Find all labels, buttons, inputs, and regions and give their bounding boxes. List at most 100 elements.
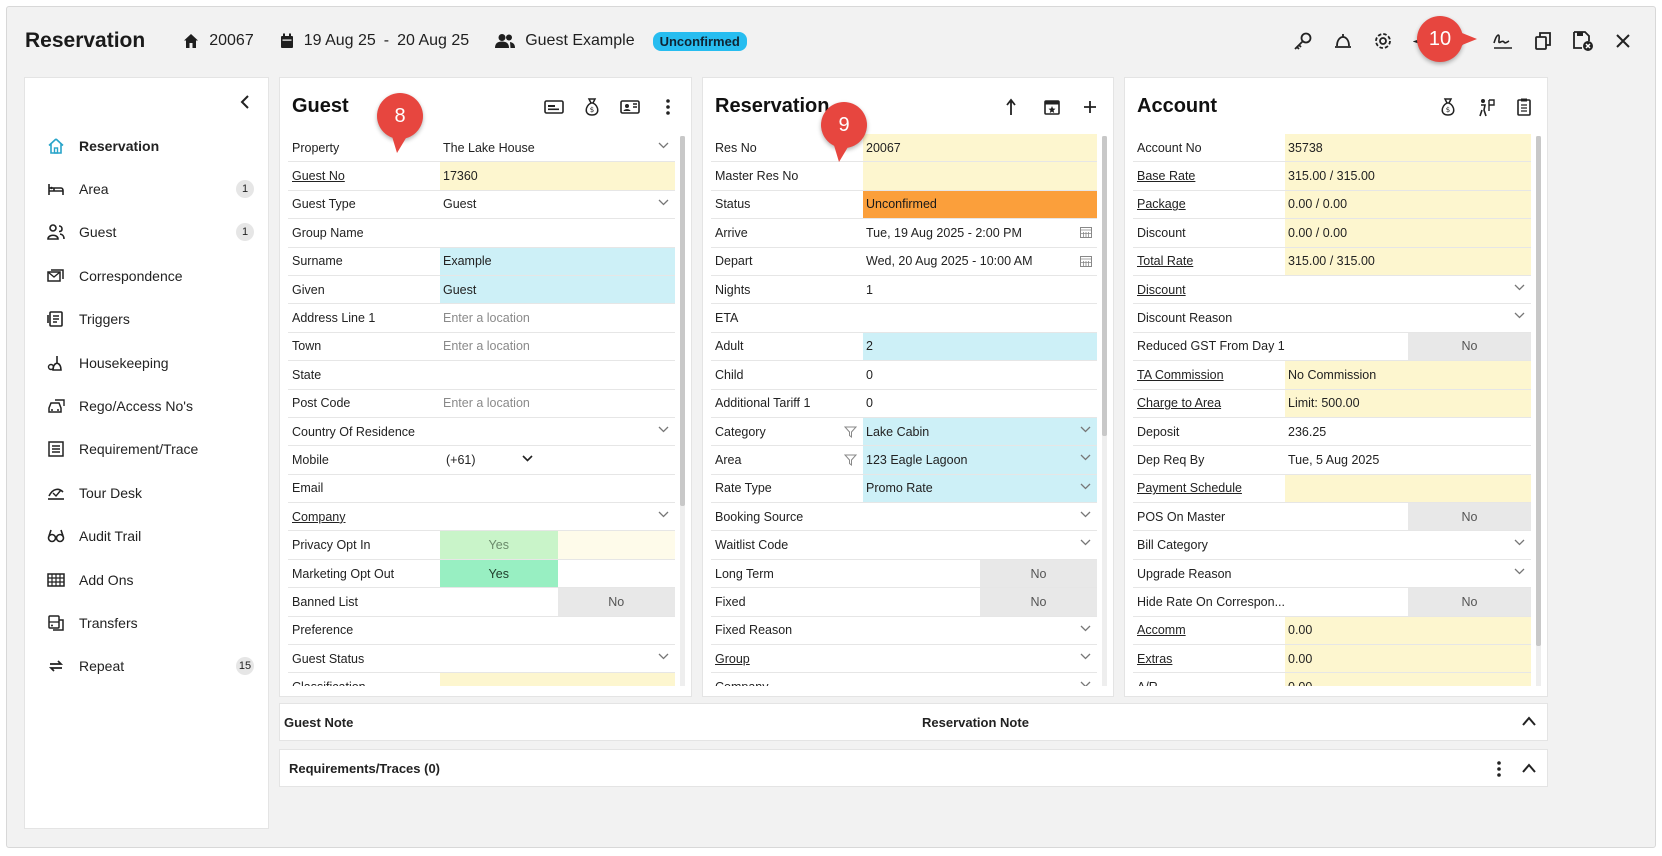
field-value[interactable] <box>863 162 1097 190</box>
guest-more-button[interactable] <box>657 96 679 118</box>
account-scrollbar[interactable] <box>1536 136 1541 686</box>
toggle-option[interactable]: Yes <box>440 531 558 559</box>
field-value[interactable] <box>863 503 1097 530</box>
field-value[interactable]: Wed, 20 Aug 2025 - 10:00 AM <box>863 248 1097 275</box>
toggle-option[interactable] <box>557 531 675 559</box>
bell-button[interactable] <box>1331 29 1355 53</box>
field-value[interactable]: Guest <box>440 275 675 304</box>
sidebar-item-requirement-trace[interactable]: Requirement/Trace <box>25 428 268 471</box>
field-value[interactable]: 315.00 / 315.00 <box>1285 162 1531 190</box>
save-close-button[interactable] <box>1571 29 1595 53</box>
requirements-more-button[interactable] <box>1496 760 1502 781</box>
field-label[interactable]: Group <box>711 645 863 672</box>
reservation-scrollbar[interactable] <box>1102 136 1107 686</box>
settings-button[interactable] <box>1371 29 1395 53</box>
field-label[interactable]: Discount <box>1133 276 1285 303</box>
reservation-scroll-thumb[interactable] <box>1102 136 1107 436</box>
sidebar-item-area[interactable]: Area 1 <box>25 167 268 210</box>
field-label[interactable]: TA Commission <box>1133 361 1285 388</box>
field-value[interactable] <box>863 304 1097 331</box>
sidebar-item-correspondence[interactable]: Correspondence <box>25 254 268 297</box>
requirements-collapse-button[interactable] <box>1521 762 1537 777</box>
close-button[interactable] <box>1611 29 1635 53</box>
calendar-icon[interactable] <box>1080 226 1092 239</box>
toggle-option[interactable] <box>863 588 980 616</box>
sidebar-item-transfers[interactable]: Transfers <box>25 601 268 644</box>
sidebar-item-add-ons[interactable]: Add Ons <box>25 558 268 601</box>
field-value[interactable] <box>863 531 1097 558</box>
toggle-option[interactable]: Yes <box>440 559 558 588</box>
field-value[interactable] <box>1285 474 1531 503</box>
field-value[interactable]: Enter a location <box>440 390 675 417</box>
field-label[interactable]: Package <box>1133 191 1285 218</box>
account-bill-button[interactable] <box>1513 96 1535 118</box>
requirements-label[interactable]: Requirements/Traces (0) <box>289 760 441 776</box>
res-calendar-button[interactable] <box>1041 96 1063 118</box>
field-value[interactable] <box>863 673 1097 686</box>
guest-money-button[interactable]: $ <box>581 96 603 118</box>
field-value[interactable]: Enter a location <box>440 304 675 331</box>
field-value[interactable]: Unconfirmed <box>863 190 1097 219</box>
toggle-option[interactable] <box>557 559 675 588</box>
field-value[interactable] <box>440 645 675 672</box>
field-value[interactable] <box>863 645 1097 672</box>
account-money-button[interactable]: $ <box>1437 96 1459 118</box>
guest-profile-button[interactable] <box>619 96 641 118</box>
field-value[interactable]: 0.00 <box>1285 645 1531 673</box>
field-label[interactable]: Charge to Area <box>1133 390 1285 417</box>
field-value[interactable]: 236.25 <box>1285 418 1531 445</box>
field-value[interactable] <box>440 418 675 445</box>
copy-button[interactable] <box>1531 29 1555 53</box>
calendar-icon[interactable] <box>1080 255 1092 267</box>
key-button[interactable] <box>1291 29 1315 53</box>
notes-collapse-button[interactable] <box>1521 715 1537 730</box>
field-value[interactable]: 0.00 / 0.00 <box>1285 219 1531 247</box>
field-value[interactable]: The Lake House <box>440 134 675 161</box>
sign-button[interactable] <box>1491 29 1515 53</box>
field-value[interactable]: 0 <box>863 361 1097 388</box>
sidebar-item-reservation[interactable]: Reservation <box>25 124 268 167</box>
field-value[interactable] <box>440 503 675 530</box>
field-value[interactable]: 20067 <box>863 134 1097 162</box>
field-value[interactable]: Limit: 500.00 <box>1285 389 1531 417</box>
field-value[interactable]: 0.00 <box>1285 673 1531 686</box>
toggle-option[interactable] <box>440 588 558 616</box>
toggle-option[interactable]: No <box>1408 503 1531 531</box>
account-scroll-thumb[interactable] <box>1536 136 1541 646</box>
field-label[interactable]: Base Rate <box>1133 162 1285 189</box>
guest-card-button[interactable] <box>543 96 565 118</box>
sidebar-item-tour-desk[interactable]: Tour Desk <box>25 471 268 514</box>
field-value[interactable]: 315.00 / 315.00 <box>1285 247 1531 275</box>
field-label[interactable]: Payment Schedule <box>1133 475 1285 502</box>
field-value[interactable]: Guest <box>440 191 675 218</box>
toggle-option[interactable]: No <box>1408 588 1531 616</box>
field-value[interactable] <box>440 219 675 246</box>
field-value[interactable] <box>440 617 675 644</box>
filter-icon[interactable] <box>844 426 857 438</box>
toggle-option[interactable]: No <box>980 559 1097 588</box>
field-value[interactable]: 123 Eagle Lagoon <box>863 446 1097 474</box>
field-label[interactable]: Total Rate <box>1133 248 1285 275</box>
toggle-option[interactable]: No <box>980 588 1097 616</box>
guest-scroll-thumb[interactable] <box>680 136 685 506</box>
reservation-note-label[interactable]: Reservation Note <box>922 714 1029 730</box>
sidebar-item-housekeeping[interactable]: Housekeeping <box>25 341 268 384</box>
sidebar-item-audit-trail[interactable]: Audit Trail <box>25 515 268 558</box>
toggle-option[interactable] <box>863 559 980 588</box>
field-value[interactable]: Promo Rate <box>863 474 1097 503</box>
field-value[interactable]: Tue, 5 Aug 2025 <box>1285 446 1531 473</box>
field-value[interactable] <box>1285 531 1531 558</box>
toggle-option[interactable] <box>1285 503 1408 531</box>
field-value[interactable] <box>1285 276 1531 303</box>
sidebar-item-repeat[interactable]: Repeat 15 <box>25 645 268 688</box>
field-value[interactable]: 17360 <box>440 162 675 190</box>
field-value[interactable] <box>1285 560 1531 587</box>
field-value[interactable] <box>1285 304 1531 331</box>
toggle-option[interactable] <box>1285 332 1408 361</box>
sidebar-collapse-button[interactable] <box>238 94 252 113</box>
filter-icon[interactable] <box>844 454 857 467</box>
guest-note-label[interactable]: Guest Note <box>284 714 354 730</box>
field-value[interactable]: 0.00 / 0.00 <box>1285 190 1531 219</box>
field-value[interactable]: 1 <box>863 276 1097 303</box>
field-value[interactable]: No Commission <box>1285 361 1531 389</box>
